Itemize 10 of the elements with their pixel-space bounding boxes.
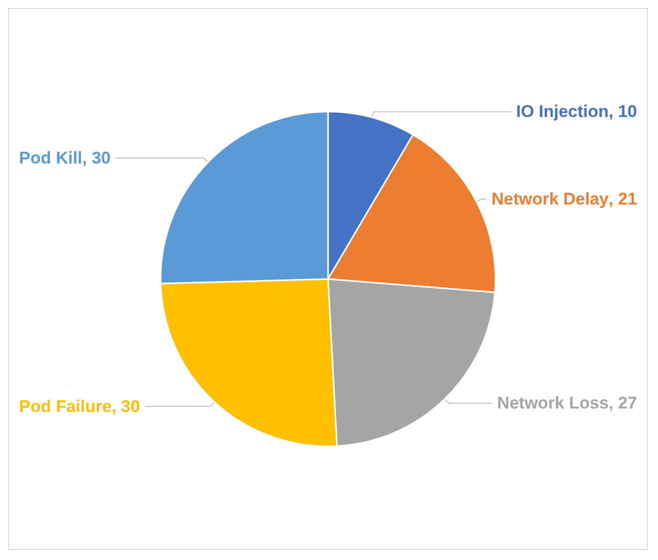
slice-label: Pod Failure	[19, 396, 112, 416]
slice-label: IO Injection	[516, 102, 609, 122]
slice-label: Network Loss	[497, 394, 609, 413]
data-label: , 30	[82, 148, 111, 168]
data-label: , 10	[608, 102, 637, 122]
data-label: , 30	[112, 396, 140, 416]
slice-label: Pod Kill	[19, 148, 82, 168]
data-label: , 27	[608, 394, 637, 413]
slice-label: Network Delay	[491, 190, 610, 209]
data-label: , 21	[608, 190, 637, 209]
